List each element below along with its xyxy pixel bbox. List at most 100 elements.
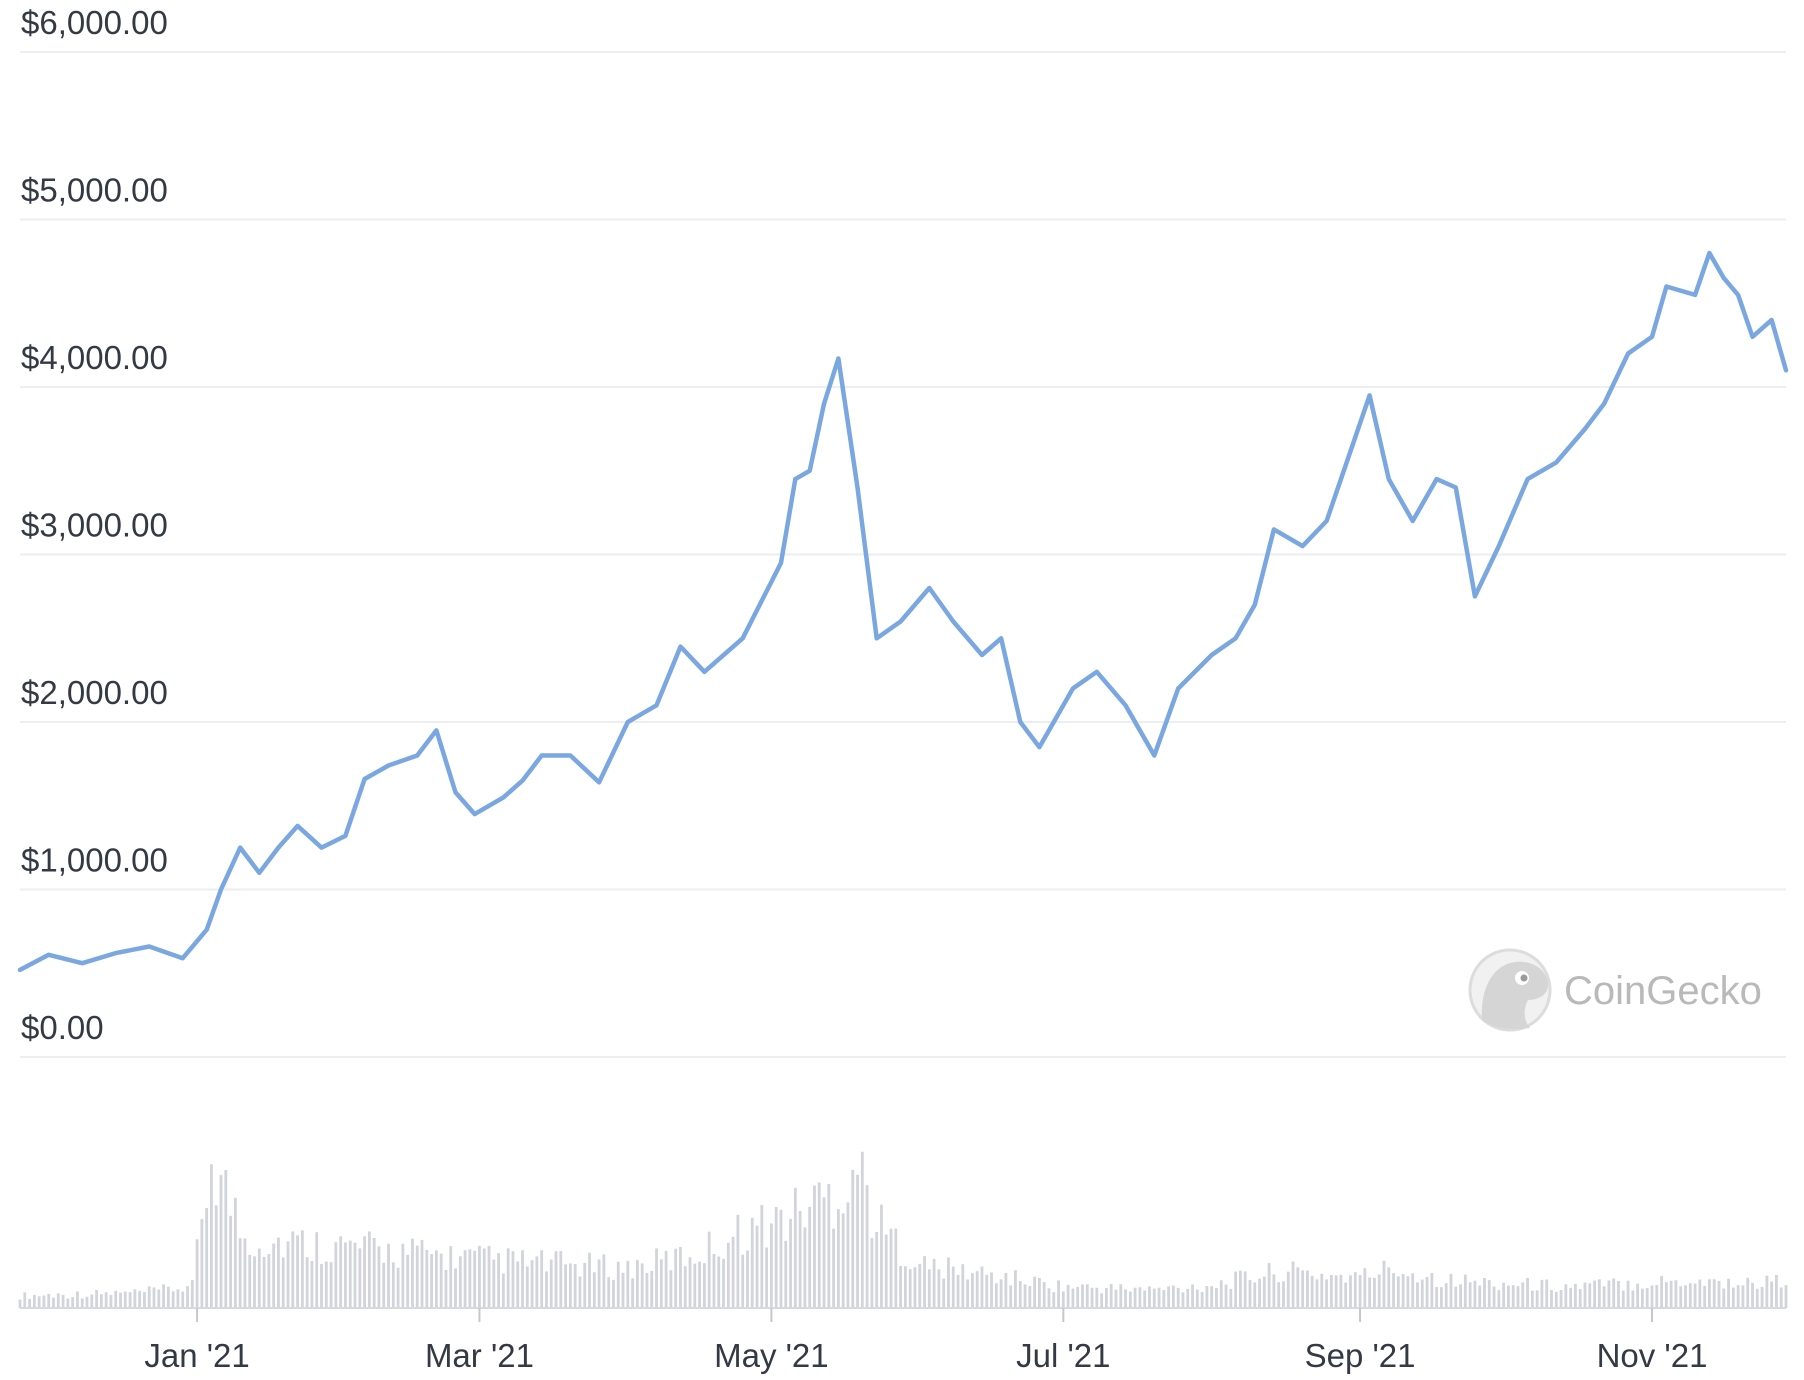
volume-bar: [482, 1248, 486, 1308]
volume-bar: [765, 1247, 769, 1308]
volume-bar: [1741, 1285, 1745, 1308]
volume-bar: [769, 1223, 773, 1308]
volume-bar: [1540, 1279, 1544, 1308]
volume-bar: [1497, 1290, 1501, 1308]
volume-bar: [1267, 1262, 1271, 1308]
volume-bar: [157, 1289, 161, 1308]
volume-bar: [1602, 1286, 1606, 1308]
volume-bar: [348, 1240, 352, 1308]
volume-bar: [1416, 1282, 1419, 1308]
volume-bar: [1353, 1272, 1357, 1308]
volume-bar: [1631, 1290, 1635, 1308]
volume-bar: [908, 1269, 912, 1308]
volume-bar: [1712, 1279, 1716, 1308]
volume-bar: [841, 1213, 845, 1308]
volume-bar: [726, 1242, 730, 1308]
volume-bar: [1751, 1282, 1754, 1308]
volume-bar: [80, 1298, 84, 1308]
volume-bar: [1449, 1273, 1453, 1308]
volume-bar: [1138, 1287, 1142, 1308]
volume-bar: [1100, 1293, 1104, 1308]
volume-bar: [195, 1239, 199, 1308]
volume-bar: [339, 1236, 343, 1308]
volume-bar: [1535, 1290, 1539, 1308]
volume-bar: [1545, 1279, 1549, 1308]
volume-bar: [171, 1291, 175, 1308]
volume-bar: [1373, 1277, 1376, 1308]
volume-bar: [755, 1225, 759, 1308]
x-tick-label: Sep '21: [1305, 1337, 1416, 1374]
volume-bar: [1157, 1287, 1161, 1308]
volume-bar: [1578, 1289, 1582, 1308]
volume-bar: [1296, 1267, 1300, 1308]
volume-bar: [1698, 1279, 1702, 1308]
volume-bar: [640, 1263, 644, 1308]
volume-bar: [47, 1293, 51, 1308]
volume-bar: [966, 1279, 970, 1308]
volume-bar: [1095, 1287, 1099, 1308]
volume-bar: [56, 1293, 60, 1308]
volume-bar: [827, 1184, 831, 1308]
volume-bar: [28, 1298, 31, 1308]
volume-bar: [1334, 1275, 1338, 1308]
volume-bar: [1329, 1274, 1333, 1308]
volume-bar: [1722, 1288, 1726, 1308]
volume-bar: [683, 1266, 687, 1308]
volume-bar: [1468, 1282, 1472, 1308]
watermark-text: CoinGecko: [1564, 969, 1762, 1013]
volume-bar: [109, 1295, 113, 1308]
volume-bar: [1731, 1287, 1735, 1308]
volume-bar: [731, 1236, 735, 1308]
volume-bar: [1162, 1290, 1166, 1308]
volume-bar: [894, 1228, 898, 1308]
volume-bar: [631, 1278, 634, 1308]
volume-bar: [458, 1256, 462, 1308]
volume-bar: [138, 1291, 142, 1308]
volume-bar: [281, 1257, 285, 1308]
volume-bar: [1133, 1287, 1137, 1308]
x-tick-label: Mar '21: [425, 1337, 534, 1374]
volume-bar: [511, 1251, 515, 1308]
volume-bar: [1444, 1283, 1448, 1308]
volume-bar: [425, 1250, 429, 1308]
volume-bar: [1057, 1280, 1060, 1308]
volume-bar: [1775, 1275, 1778, 1308]
volume-bar: [1377, 1274, 1381, 1308]
volume-bar: [320, 1264, 323, 1308]
volume-bar: [1037, 1278, 1041, 1308]
volume-bar: [970, 1273, 974, 1308]
volume-bar: [1473, 1280, 1477, 1308]
volume-bar: [1172, 1285, 1175, 1308]
volume-bar: [1047, 1288, 1051, 1308]
volume-bar: [1550, 1290, 1553, 1308]
volume-bar: [286, 1241, 290, 1308]
volume-bar: [1669, 1280, 1673, 1308]
volume-bar: [114, 1290, 118, 1308]
volume-bar: [229, 1215, 232, 1308]
volume-bar: [1411, 1273, 1415, 1308]
volume-bar: [1770, 1281, 1774, 1308]
grid-lines: [20, 51, 1786, 1058]
volume-bar: [439, 1253, 443, 1308]
volume-bar: [1396, 1276, 1400, 1308]
volume-bar: [1358, 1275, 1362, 1308]
volume-bar: [1042, 1282, 1046, 1308]
volume-bar: [377, 1246, 381, 1308]
volume-bar: [444, 1269, 448, 1308]
volume-bar: [1339, 1274, 1343, 1308]
volume-bar: [300, 1230, 304, 1308]
volume-bar: [583, 1262, 587, 1308]
volume-bar: [315, 1232, 319, 1308]
volume-bar: [238, 1238, 242, 1308]
x-tick-label: Nov '21: [1597, 1337, 1708, 1374]
volume-bar: [1755, 1288, 1759, 1308]
volume-bar: [415, 1245, 419, 1308]
volume-bar: [774, 1207, 778, 1308]
volume-bar: [1483, 1277, 1486, 1308]
volume-bar: [1660, 1275, 1663, 1308]
volume-bar: [655, 1248, 658, 1308]
volume-bar: [856, 1174, 859, 1308]
volume-bar: [1272, 1274, 1276, 1308]
volume-bar: [999, 1279, 1003, 1308]
